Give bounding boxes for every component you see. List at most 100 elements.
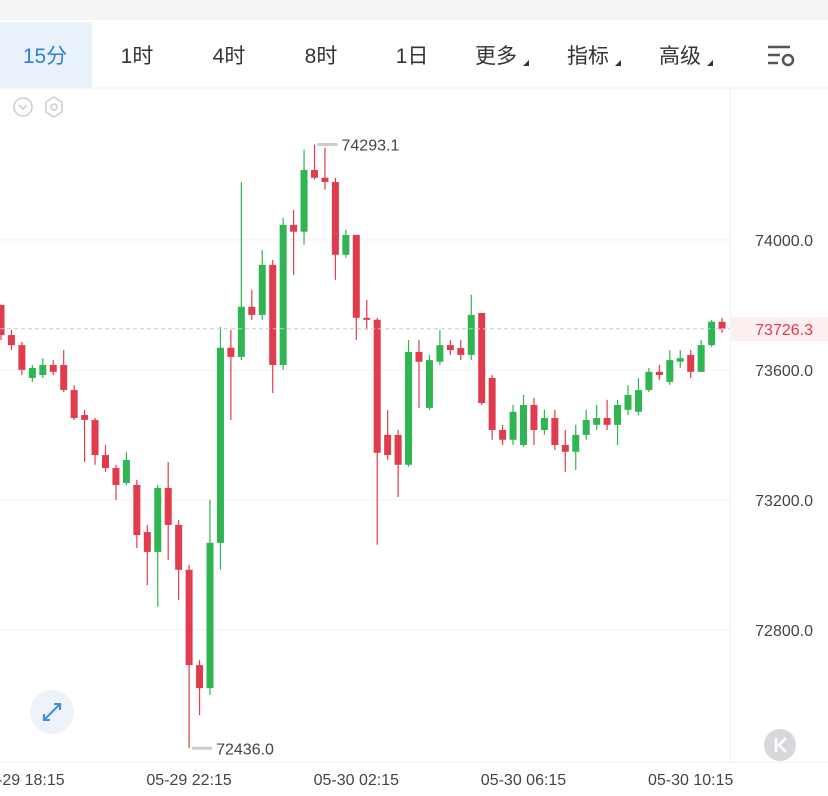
x-tick-label: 05-29 22:15: [146, 772, 232, 789]
candle-body: [352, 234, 360, 318]
candle-body: [593, 417, 601, 425]
candle-body: [405, 351, 413, 465]
y-tick-label: 74000.0: [755, 233, 813, 250]
candle-body: [687, 354, 695, 372]
tab[interactable]: 1日: [396, 45, 429, 68]
settings-icon[interactable]: [768, 45, 795, 67]
candle-body: [614, 404, 622, 425]
candle-body: [415, 351, 423, 362]
candle-body: [697, 345, 705, 372]
candle-body: [676, 358, 684, 362]
candle-body: [112, 468, 120, 485]
candle-body: [102, 455, 109, 469]
candle-body: [49, 364, 57, 372]
candle-body: [561, 444, 569, 452]
candle-body: [258, 264, 266, 315]
candle-body: [436, 345, 444, 362]
toolbar: [0, 20, 828, 88]
tab[interactable]: 指标: [567, 45, 609, 68]
candle-body: [488, 377, 496, 431]
tab[interactable]: 高级: [659, 45, 701, 68]
candle-body: [446, 345, 454, 351]
candle-body: [551, 417, 559, 445]
expand-button[interactable]: [30, 690, 74, 734]
candle-body: [342, 234, 350, 255]
candle-body: [603, 417, 611, 425]
tab-selected-bg: [0, 22, 92, 88]
candle-body: [91, 419, 99, 456]
last-price-label: 73726.3: [755, 322, 813, 339]
candle-body: [645, 371, 653, 391]
candle-body: [655, 371, 663, 376]
candle-body: [269, 264, 277, 365]
candle-body: [394, 434, 402, 465]
reset-button[interactable]: [764, 729, 796, 761]
candle-body: [509, 411, 517, 440]
tab[interactable]: 8时: [305, 45, 338, 68]
candle-body: [478, 312, 486, 404]
candle-body: [530, 404, 538, 431]
candle-body: [185, 569, 193, 666]
candle-body: [216, 347, 224, 543]
candle-body: [321, 177, 329, 182]
candle-body: [143, 532, 151, 552]
candle-body: [227, 347, 235, 357]
candle-body: [70, 390, 78, 418]
candle-body: [28, 367, 36, 378]
candle-body: [300, 169, 308, 232]
y-tick-label: 72800.0: [755, 623, 813, 640]
min-label: 72436.0: [216, 741, 274, 758]
candle-body: [206, 542, 214, 689]
candle-body: [237, 306, 245, 357]
candle-body: [175, 524, 183, 570]
candle-body: [60, 364, 68, 391]
tab[interactable]: 1时: [121, 45, 154, 68]
candle-body: [457, 348, 465, 355]
x-tick-label: 05-30 06:15: [481, 772, 567, 789]
y-tick-label: 73600.0: [755, 363, 813, 380]
menu-caret: [615, 60, 621, 66]
x-tick-label: 05-30 02:15: [314, 772, 400, 789]
candle-body: [572, 434, 580, 452]
candle-body: [499, 430, 507, 440]
tab[interactable]: 15分: [23, 45, 67, 68]
top-strip: [0, 0, 828, 20]
candle-body: [0, 304, 5, 336]
candle-body: [196, 665, 204, 689]
candle-body: [634, 390, 642, 412]
candle-body: [290, 224, 298, 232]
y-tick-label: 73200.0: [755, 493, 813, 510]
candle-body: [718, 321, 726, 329]
candle-body: [331, 181, 339, 255]
candle-body: [39, 364, 47, 376]
gear-icon[interactable]: [45, 96, 63, 118]
candle-body: [582, 419, 590, 435]
tab[interactable]: 更多: [475, 45, 517, 68]
collapse-icon[interactable]: [13, 97, 33, 117]
candle-body: [540, 417, 548, 431]
candle-body: [164, 487, 172, 525]
candle-body: [311, 169, 318, 178]
tab[interactable]: 4时: [213, 45, 246, 68]
max-label: 74293.1: [342, 138, 400, 155]
x-tick-label: 05-30 10:15: [648, 772, 734, 789]
candle-body: [373, 319, 381, 453]
candle-body: [363, 317, 371, 320]
candle-body: [467, 314, 475, 355]
candle-body: [624, 394, 632, 410]
candle-body: [279, 224, 287, 365]
candle-body: [520, 404, 527, 445]
candle-body: [18, 345, 26, 370]
candle-body: [154, 487, 162, 552]
candle-body: [384, 434, 392, 456]
candle-body: [122, 459, 130, 484]
last-price-box: [731, 316, 828, 341]
candle-body: [425, 360, 433, 408]
menu-caret: [707, 60, 713, 66]
candle-body: [81, 415, 89, 420]
candle-body: [133, 484, 141, 536]
x-tick-label: 05-29 18:15: [0, 772, 65, 789]
menu-caret: [523, 60, 529, 66]
